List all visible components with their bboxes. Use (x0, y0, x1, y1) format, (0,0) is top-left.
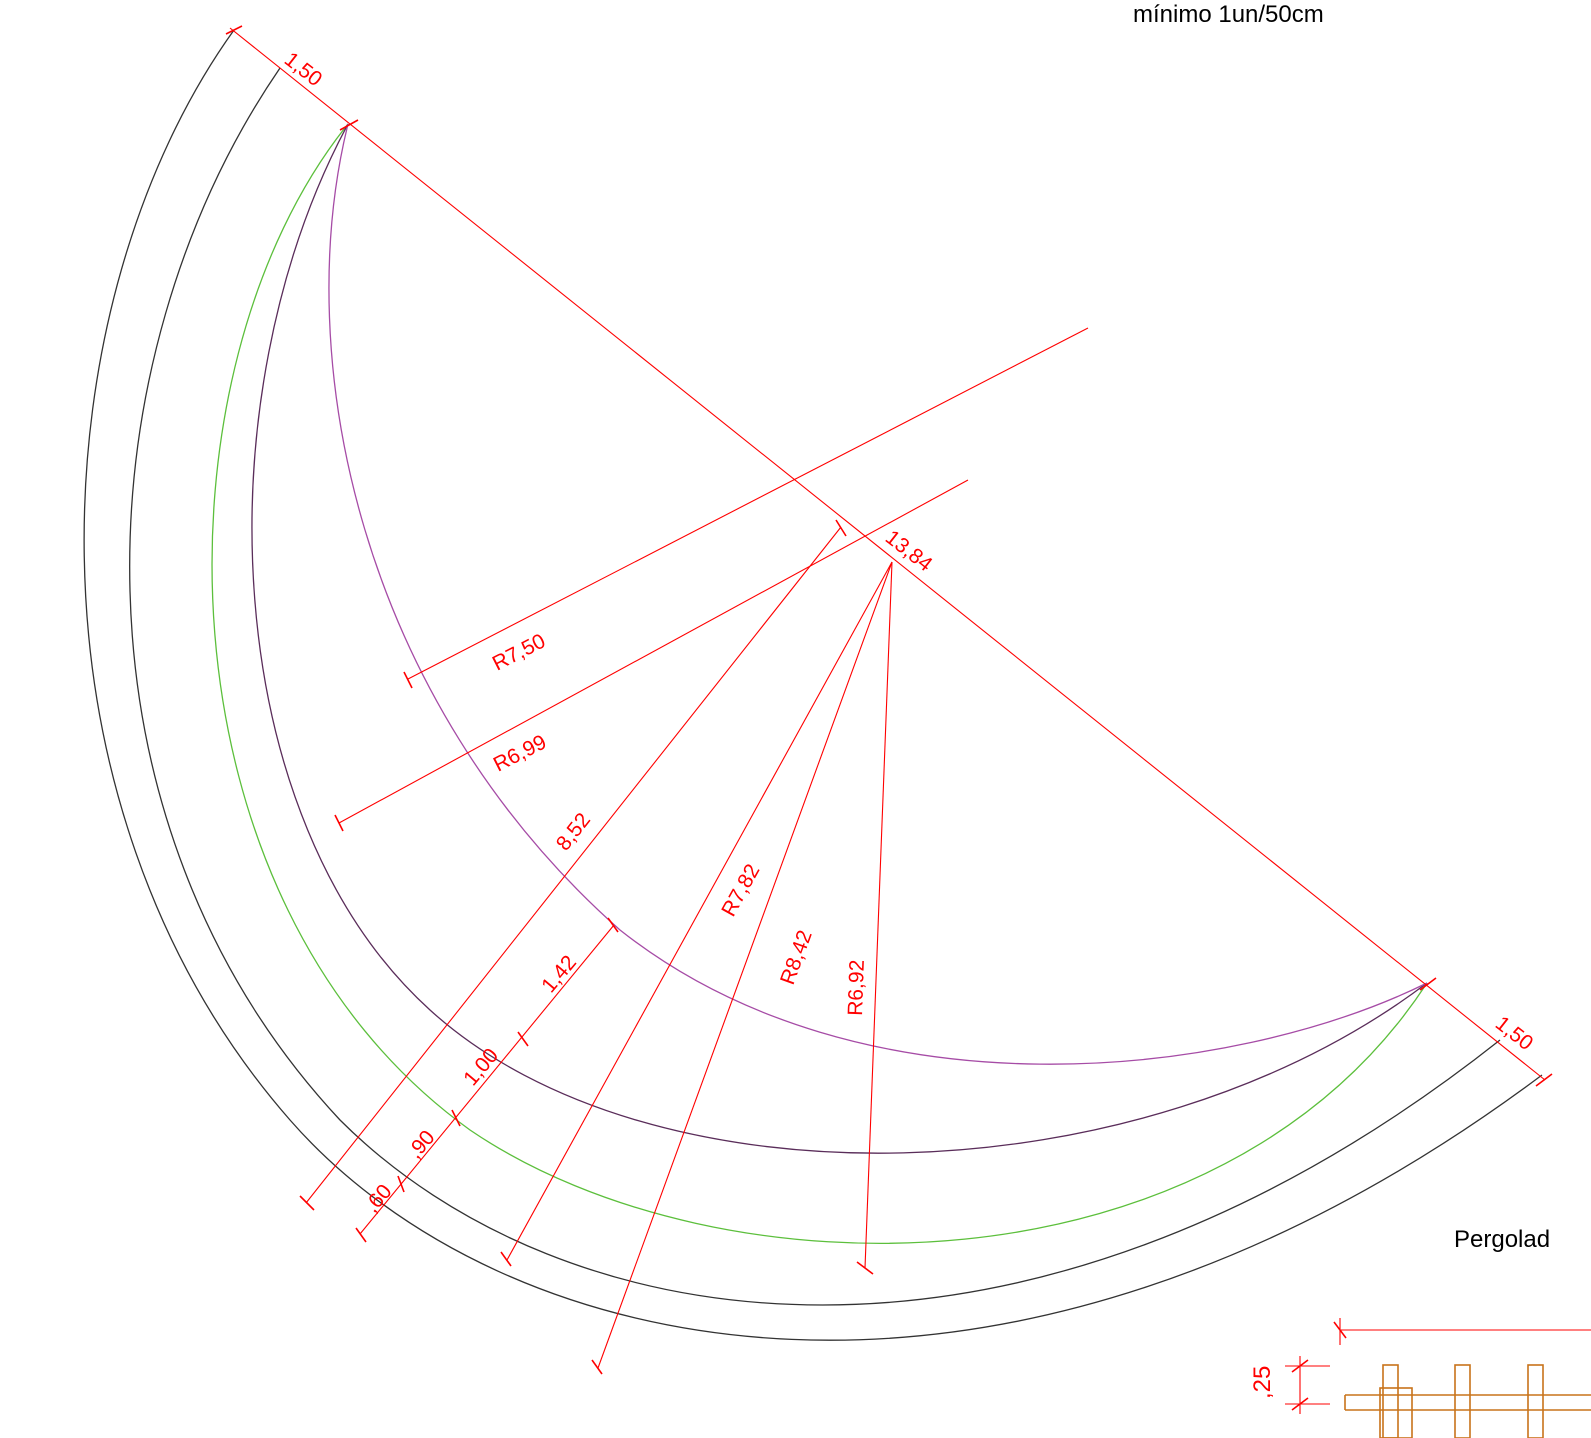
tick (591, 1359, 603, 1375)
outer-arc (83, 29, 1543, 1341)
pergola-label: Pergolad (1454, 1226, 1550, 1253)
tick (835, 519, 847, 537)
r750-line (407, 327, 1089, 680)
d852-line (305, 526, 842, 1204)
inner-arc (328, 123, 1428, 1065)
tick (1419, 977, 1437, 991)
dim-width-bottom: 1,50 (1491, 1012, 1537, 1055)
top-note: mínimo 1un/50cm (1133, 1, 1324, 28)
pergola-post-3 (1527, 1364, 1544, 1438)
dim-d090: ,90 (403, 1126, 439, 1163)
pergola-joint (1379, 1387, 1413, 1438)
dim-d060: ,60 (360, 1180, 396, 1217)
outer-inner-arc (129, 67, 1501, 1306)
tick (1291, 1359, 1309, 1373)
dim-d025: ,25 (1249, 1366, 1276, 1399)
chord-line (229, 27, 1546, 1081)
tick (1333, 1321, 1347, 1339)
r692-line (864, 561, 893, 1269)
pergola-post-1 (1382, 1364, 1399, 1438)
tick (856, 1261, 874, 1275)
mid-arc (251, 123, 1428, 1154)
dim-r692: R6,92 (844, 959, 869, 1016)
tick (451, 1109, 461, 1127)
r782-line (506, 561, 893, 1261)
dim-d142: 1,42 (537, 951, 581, 997)
tick (607, 917, 619, 933)
dim-d852: 8,52 (552, 809, 595, 855)
tick (500, 1251, 512, 1267)
r842-line (597, 561, 893, 1369)
tick (299, 1195, 315, 1211)
d142-line (359, 924, 615, 1235)
tick (1291, 1397, 1309, 1411)
tick (339, 119, 359, 131)
tick (334, 814, 344, 832)
dim-r699: R6,99 (490, 731, 550, 777)
tick (355, 1227, 367, 1243)
tick (225, 25, 243, 35)
tick (403, 671, 413, 689)
dim-r782: R7,82 (717, 860, 764, 920)
dim-r842: R8,42 (776, 927, 817, 988)
r699-line (338, 479, 969, 824)
tick (517, 1031, 529, 1047)
pergola-post-2 (1454, 1364, 1471, 1438)
tick (1535, 1073, 1553, 1087)
dim-width-top: 1,50 (280, 48, 326, 91)
dim-r750: R7,50 (489, 630, 549, 676)
green-arc (211, 123, 1428, 1244)
tick (397, 1175, 405, 1193)
